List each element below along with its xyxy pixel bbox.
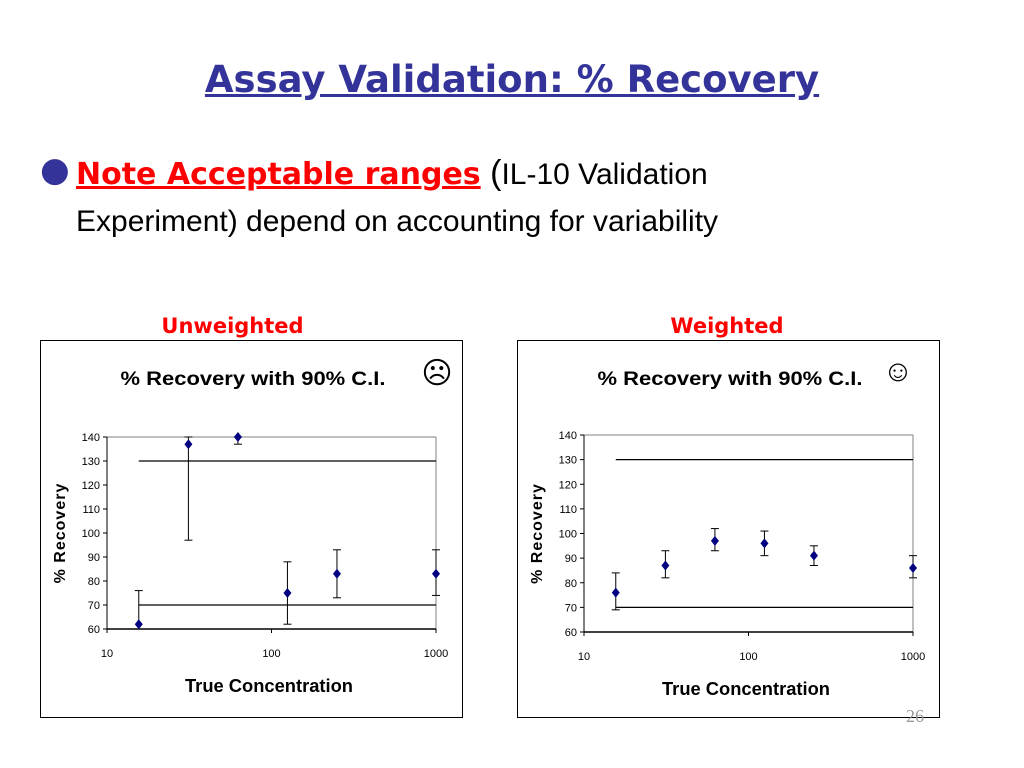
y-tick-label: 60	[88, 624, 100, 636]
note-acceptable-ranges: Note Acceptable ranges	[76, 157, 481, 192]
data-point	[710, 535, 719, 546]
y-tick-label: 60	[565, 627, 577, 639]
y-tick-label: 70	[565, 602, 577, 614]
page-number: 26	[906, 706, 924, 726]
chart-weighted: % Recovery with 90% C.I. ☺ 60 70 80 90 100 110 1…	[529, 355, 925, 699]
y-tick-label: 70	[88, 600, 100, 612]
panel-label-unweighted: Unweighted	[161, 314, 304, 338]
smiley-face-icon: ☺	[883, 355, 914, 388]
small-text: IL-10 Validation	[501, 158, 708, 191]
open-paren: (	[480, 154, 502, 192]
y-tick-label: 80	[565, 578, 577, 590]
y-tick-label: 120	[82, 480, 100, 492]
x-tick-label: 1000	[901, 651, 925, 663]
panel-label-weighted: Weighted	[670, 314, 784, 338]
y-tick-label: 110	[82, 504, 100, 516]
data-point	[134, 619, 143, 630]
x-axis-label: True Concentration	[185, 676, 353, 696]
data-point	[332, 568, 341, 579]
x-tick-label: 10	[578, 651, 590, 663]
data-point	[661, 560, 670, 571]
y-tick-label: 130	[559, 455, 577, 467]
y-axis-label: % Recovery	[529, 483, 546, 584]
x-axis-label: True Concentration	[662, 679, 830, 699]
y-tick-label: 90	[565, 553, 577, 565]
y-tick-label: 80	[88, 576, 100, 588]
sad-face-icon: ☹	[421, 357, 452, 390]
y-tick-label: 90	[88, 552, 100, 564]
x-tick-label: 100	[262, 648, 280, 660]
y-axis-label: % Recovery	[52, 483, 69, 584]
data-point	[809, 550, 818, 561]
data-point	[432, 568, 440, 579]
data-point	[760, 538, 769, 549]
y-tick-label: 140	[559, 430, 577, 442]
bullet-rest: Experiment) depend on accounting for var…	[76, 205, 719, 238]
data-point	[184, 439, 193, 450]
chart-title: % Recovery with 90% C.I.	[598, 369, 863, 390]
bullet-text: Note Acceptable ranges (IL-10 Validation…	[76, 150, 996, 245]
data-point	[283, 588, 292, 598]
slide-title: Assay Validation: % Recovery	[204, 58, 820, 101]
y-tick-label: 100	[559, 529, 577, 541]
data-point	[909, 562, 917, 573]
chart-panel-weighted: % Recovery with 90% C.I. ☺ 60 70 80 90 100 110 1…	[517, 340, 940, 718]
data-point	[233, 432, 242, 442]
chart-unweighted: % Recovery with 90% C.I. ☹ 60 70 80 90 100 110 1…	[52, 357, 453, 696]
data-point	[611, 587, 620, 598]
x-tick-label: 10	[101, 648, 113, 660]
x-tick-label: 100	[739, 651, 757, 663]
y-tick-label: 110	[559, 504, 577, 516]
y-tick-label: 120	[559, 479, 577, 491]
y-tick-label: 100	[82, 528, 100, 540]
chart-panel-unweighted: % Recovery with 90% C.I. ☹ 60 70 80 90 100 110 1…	[40, 340, 463, 718]
y-tick-label: 130	[82, 456, 100, 468]
y-tick-label: 140	[82, 432, 100, 444]
chart-title: % Recovery with 90% C.I.	[121, 369, 386, 390]
bullet-dot-icon: ●	[40, 150, 70, 190]
x-tick-label: 1000	[424, 648, 448, 660]
